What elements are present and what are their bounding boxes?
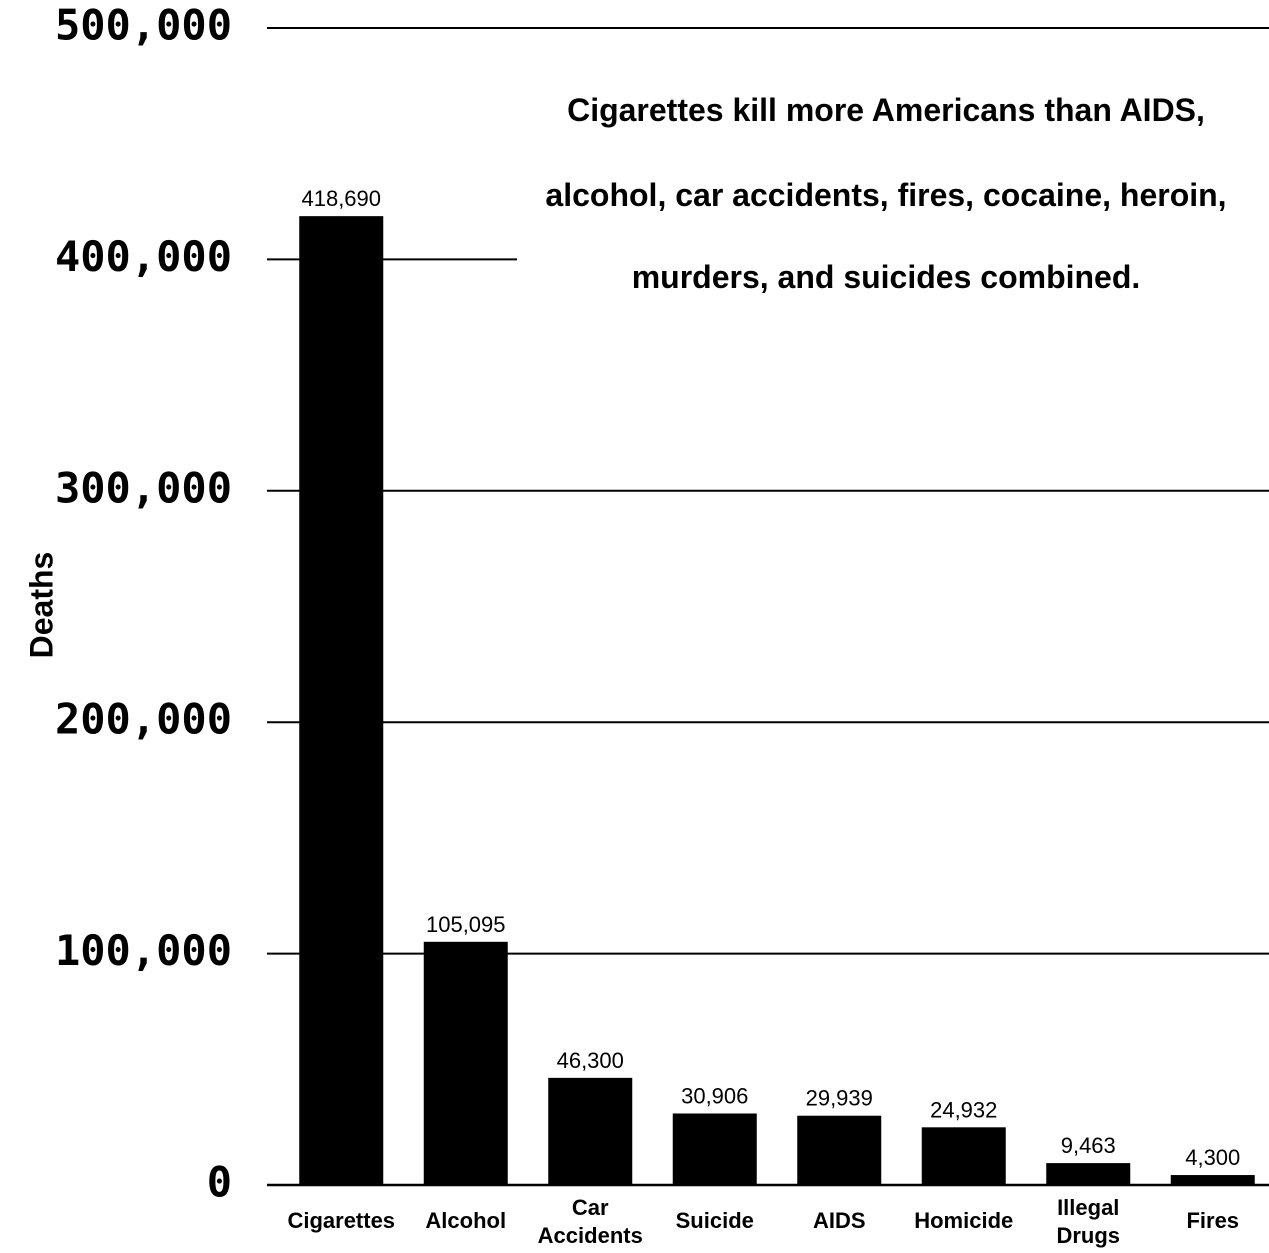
title-line: murders, and suicides combined.: [632, 259, 1141, 295]
data-label: 4,300: [1185, 1145, 1240, 1170]
bar: [921, 1127, 1006, 1185]
chart-title: Cigarettes kill more Americans than AIDS…: [545, 92, 1226, 295]
y-axis-ticks: 0 100,000 200,000 300,000 400,000 500,000: [55, 1, 232, 1207]
title-line: alcohol, car accidents, fires, cocaine, …: [545, 177, 1226, 213]
category-label: Homicide: [914, 1208, 1013, 1233]
y-tick-label: 400,000: [55, 232, 232, 281]
bar: [1170, 1175, 1255, 1185]
category-label: Fires: [1186, 1208, 1239, 1233]
data-label: 29,939: [806, 1086, 873, 1111]
bar: [548, 1077, 633, 1185]
data-label: 105,095: [426, 912, 506, 937]
bar: [797, 1115, 882, 1185]
bar: [423, 941, 508, 1185]
bar: [1046, 1163, 1131, 1185]
y-tick-label: 500,000: [55, 1, 232, 50]
category-label: Suicide: [676, 1208, 754, 1233]
category-label: Alcohol: [425, 1208, 506, 1233]
category-label: Car Accidents: [538, 1195, 643, 1248]
bars: [299, 216, 1255, 1185]
data-label: 46,300: [557, 1048, 624, 1073]
data-label: 9,463: [1061, 1133, 1116, 1158]
category-labels: Cigarettes Alcohol Car Accidents Suicide AIDS…: [287, 1195, 1239, 1248]
bar: [299, 216, 384, 1185]
title-line: Cigarettes kill more Americans than AIDS…: [567, 92, 1205, 128]
data-label: 418,690: [301, 186, 381, 211]
category-label: Illegal Drugs: [1056, 1195, 1120, 1248]
category-label: AIDS: [813, 1208, 866, 1233]
y-tick-label: 0: [207, 1158, 232, 1207]
y-tick-label: 100,000: [55, 926, 232, 975]
bar: [672, 1113, 757, 1185]
y-tick-label: 300,000: [55, 463, 232, 512]
category-label: Cigarettes: [287, 1208, 395, 1233]
y-axis-title: Deaths: [23, 552, 59, 659]
data-label: 30,906: [681, 1083, 748, 1108]
data-labels: 418,690 105,095 46,300 30,906 29,939 24,932 9,…: [301, 186, 1240, 1170]
y-tick-label: 200,000: [55, 695, 232, 744]
data-label: 24,932: [930, 1097, 997, 1122]
